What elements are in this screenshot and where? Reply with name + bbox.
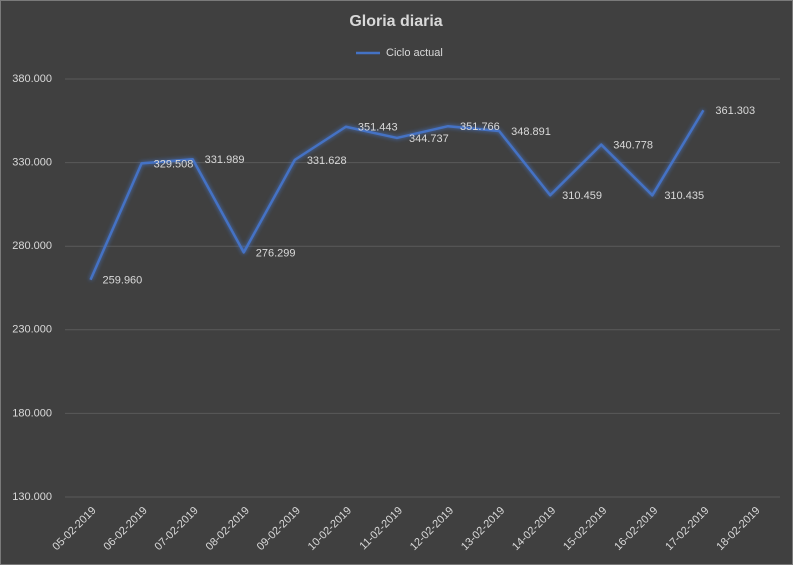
y-tick-label: 280.000 [12,240,52,252]
data-label: 344.737 [409,133,449,145]
data-line [89,109,705,281]
data-label: 340.778 [613,139,653,151]
y-tick-label: 130.000 [12,491,52,503]
data-label: 361.303 [715,105,755,117]
data-label: 331.989 [205,154,245,166]
data-label: 310.435 [664,190,704,202]
legend-label: Ciclo actual [386,47,443,59]
y-tick-label: 180.000 [12,407,52,419]
data-label: 331.628 [307,155,347,167]
data-label: 310.459 [562,190,602,202]
chart-title: Gloria diaria [349,13,442,30]
data-label: 348.891 [511,126,551,138]
data-label: 351.766 [460,121,500,133]
y-tick-label: 330.000 [12,157,52,169]
data-label: 329.508 [154,158,194,170]
data-label: 259.960 [103,275,143,287]
data-label: 351.443 [358,122,398,134]
data-label: 276.299 [256,247,296,259]
y-tick-label: 380.000 [12,73,52,85]
y-tick-label: 230.000 [12,324,52,336]
